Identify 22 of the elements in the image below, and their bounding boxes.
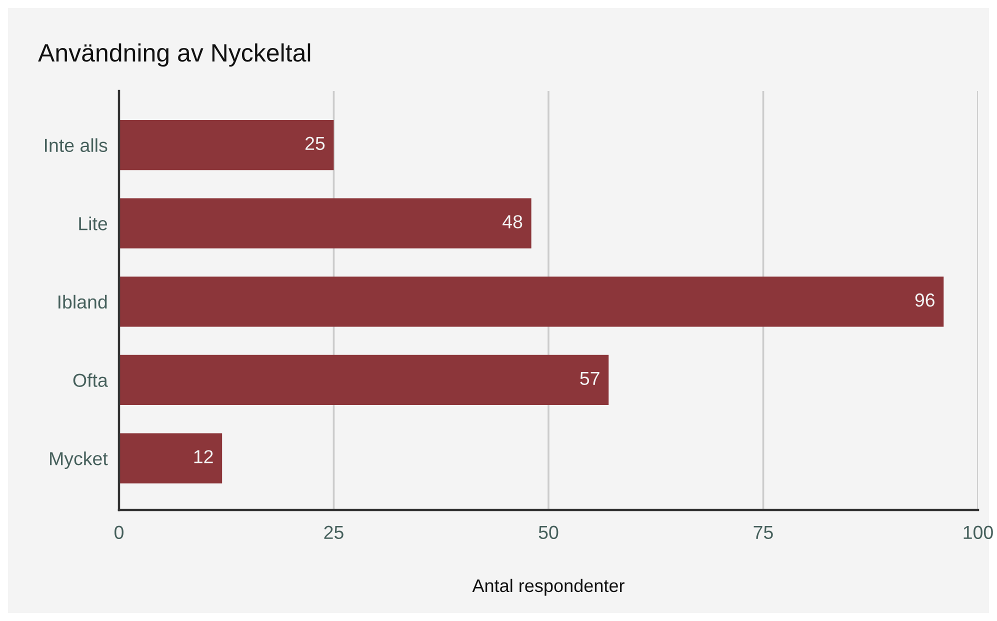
bar (119, 433, 222, 484)
x-axis-title: Antal respondenter (472, 578, 624, 596)
bar (119, 198, 532, 248)
bar (119, 276, 944, 327)
y-tick-label: Ibland (58, 294, 107, 309)
y-tick-label: Inte alls (45, 138, 108, 152)
y-tick-label: Lite (79, 216, 108, 230)
data-label: 25 (306, 136, 325, 150)
data-label: 12 (194, 450, 213, 464)
x-tick-label: 100 (964, 526, 993, 540)
data-label: 57 (580, 372, 600, 386)
data-label: 48 (502, 215, 522, 228)
x-tick-label: 75 (754, 526, 773, 540)
bar (119, 354, 609, 406)
y-tick-label: Mycket (50, 452, 108, 469)
data-label: 96 (915, 293, 934, 307)
bar (119, 120, 334, 170)
x-tick-label: 50 (538, 526, 558, 540)
x-tick-label: 25 (324, 526, 344, 540)
chart-title: Användning av Nyckeltal (38, 43, 310, 67)
y-tick-label: Ofta (73, 373, 108, 387)
x-tick-label: 0 (114, 526, 124, 540)
